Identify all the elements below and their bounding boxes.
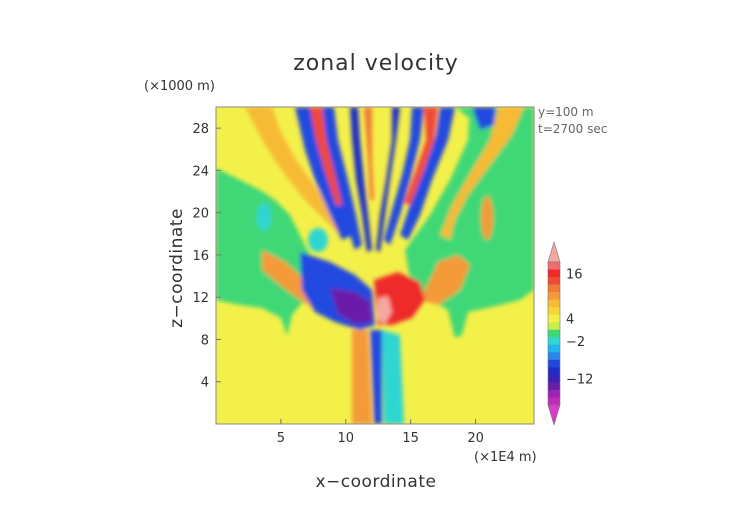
band-orange-lower-right: [420, 255, 470, 305]
x-tick-label: 20: [467, 431, 484, 446]
colorbar-swatch: [548, 314, 560, 323]
colorbar-tick-label: −12: [566, 373, 593, 388]
y-tick-label: 20: [192, 207, 209, 222]
chart-title: zonal velocity: [293, 51, 459, 76]
y-tick-label: 16: [192, 249, 209, 264]
colorbar-swatch: [548, 374, 560, 383]
colorbar-swatch: [548, 284, 560, 293]
jet-blue-center-right: [376, 107, 400, 252]
y-axis-label: z−coordinate: [167, 208, 187, 328]
x-axis-label: x−coordinate: [316, 472, 437, 492]
x-tick-label: 5: [277, 431, 285, 446]
y-axis-unit: (×1000 m): [144, 79, 215, 94]
stem-cyan: [382, 330, 404, 424]
colorbar-swatch: [548, 299, 560, 308]
colorbar-swatch: [548, 262, 560, 270]
blob-orange-right: [481, 196, 493, 240]
y-tick-label: 12: [192, 291, 209, 306]
jet-blue-center-left: [350, 107, 372, 252]
jet-blue-right-outer: [400, 107, 455, 240]
stripe-red-right: [404, 107, 438, 205]
y-tick-label: 4: [201, 376, 209, 391]
plot-area: [216, 107, 534, 424]
colorbar-swatch: [548, 322, 560, 331]
band-orange-right: [440, 107, 524, 240]
colorbar-swatch: [548, 367, 560, 376]
stripe-red-left: [310, 107, 342, 205]
y-tick-label: 8: [201, 333, 209, 348]
colorbar-swatch: [548, 277, 560, 285]
stripe-red-center: [364, 107, 374, 200]
colorbar-swatch: [548, 397, 560, 406]
colorbar-swatch: [548, 329, 560, 338]
jet-blue-left-outer: [295, 107, 352, 240]
colorbar-swatch: [548, 382, 560, 391]
field-contours: [216, 107, 534, 424]
colorbar-swatch: [548, 337, 560, 346]
plot-frame: [215, 106, 535, 425]
colorbar-frame: [547, 261, 561, 406]
colorbar-top-arrow: [547, 240, 561, 263]
jet-blue-right-mid: [384, 107, 424, 245]
colorbar-bottom-arrow: [547, 404, 561, 427]
x-tick-label: 15: [402, 431, 419, 446]
colorbar-tick-label: 16: [566, 267, 583, 282]
x-tick-label: 10: [338, 431, 355, 446]
stem-blue: [370, 330, 382, 424]
jet-blue-left-mid: [322, 107, 362, 250]
colorbar-swatch: [548, 344, 560, 353]
band-orange-left: [245, 107, 340, 235]
colorbar-swatch: [548, 307, 560, 315]
annotation-t: t=2700 sec: [538, 122, 607, 136]
colorbar-tick-label: 4: [566, 312, 574, 327]
annotation-y: y=100 m: [538, 105, 594, 119]
y-tick-label: 28: [192, 122, 209, 137]
colorbar-tick-label: −2: [566, 335, 585, 350]
colorbar: 16 4 −2 −12: [547, 240, 593, 427]
core-pink-right: [377, 296, 392, 325]
colorbar-swatch: [548, 269, 560, 278]
colorbar-swatch: [548, 292, 560, 300]
colorbar-swatch: [548, 389, 560, 398]
colorbar-swatch: [548, 352, 560, 361]
colorbar-swatch: [548, 359, 560, 368]
core-purple-left: [330, 288, 372, 324]
y-axis-ticks: 4 8 12 16 20 24 28: [192, 122, 221, 391]
x-axis-unit: (×1E4 m): [474, 450, 537, 465]
jet-blue-top-right: [472, 107, 496, 130]
blob-cyan-left: [257, 203, 271, 231]
x-axis-ticks: 5 10 15 20: [277, 419, 484, 446]
y-tick-label: 24: [192, 164, 209, 179]
blob-cyan-mid: [308, 228, 328, 252]
stem-orange: [352, 330, 372, 424]
